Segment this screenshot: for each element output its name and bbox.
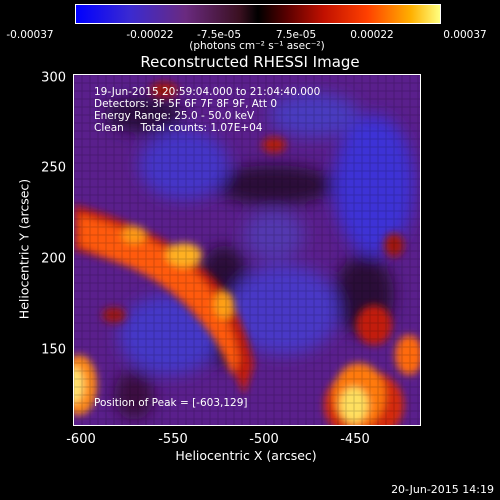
colorbar-tick: 0.00022 xyxy=(350,29,394,41)
footer-timestamp: 20-Jun-2015 14:19 xyxy=(391,483,494,496)
colorbar-tick: -0.00022 xyxy=(126,29,174,41)
y-axis-label: Heliocentric Y (arcsec) xyxy=(16,178,32,320)
colorbar-units: (photons cm⁻² s⁻¹ asec⁻²) xyxy=(189,40,325,52)
peak-position: Position of Peak = [-603,129] xyxy=(94,397,248,409)
colorbar xyxy=(75,4,441,24)
rhessi-image-graphic xyxy=(74,75,420,425)
y-tick: 200 xyxy=(41,251,66,267)
info-counts: Clean Total counts: 1.07E+04 xyxy=(94,122,263,134)
x-tick: -550 xyxy=(158,432,188,447)
x-tick: -450 xyxy=(340,432,370,447)
x-axis-label: Heliocentric X (arcsec) xyxy=(175,448,317,463)
x-tick: -500 xyxy=(249,432,279,447)
y-tick: 150 xyxy=(41,342,66,358)
x-tick: -600 xyxy=(66,432,96,447)
info-time-range: 19-Jun-2015 20:59:04.000 to 21:04:40.000 xyxy=(94,86,321,98)
colorbar-tick: 0.00037 xyxy=(443,29,487,41)
plot-title: Reconstructed RHESSI Image xyxy=(140,53,360,71)
info-detectors: Detectors: 3F 5F 6F 7F 8F 9F, Att 0 xyxy=(94,98,278,110)
colorbar-tick: -0.00037 xyxy=(6,29,54,41)
colorbar-tick: 7.5e-05 xyxy=(275,29,317,41)
rhessi-image xyxy=(73,74,421,426)
colorbar-tick: -7.5e-05 xyxy=(196,29,242,41)
info-energy-range: Energy Range: 25.0 - 50.0 keV xyxy=(94,110,255,122)
y-tick: 250 xyxy=(41,160,66,176)
y-tick: 300 xyxy=(41,70,66,86)
